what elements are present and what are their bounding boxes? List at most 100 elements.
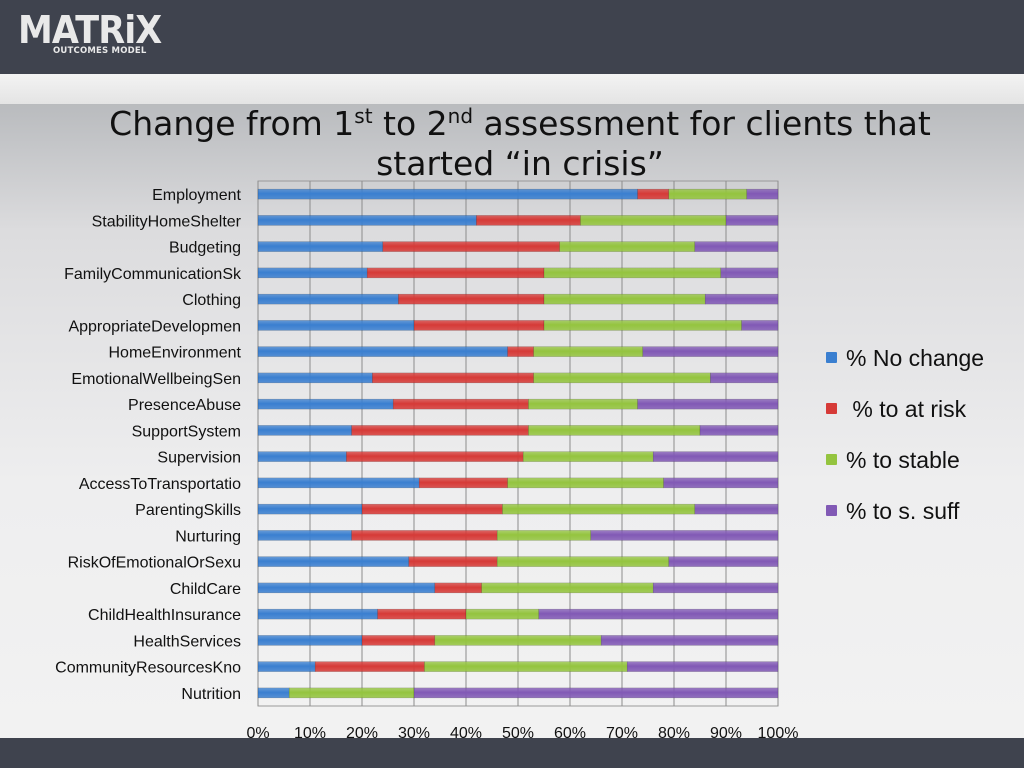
legend-swatch xyxy=(826,403,837,414)
category-label: Budgeting xyxy=(169,240,241,257)
bar-segment xyxy=(382,241,560,252)
category-label: StabilityHomeShelter xyxy=(92,213,242,230)
bar-segment xyxy=(257,582,436,594)
x-tick-label: 0% xyxy=(246,725,269,742)
bar-segment xyxy=(507,346,534,357)
bar-segment xyxy=(424,661,628,672)
slide-title: Change from 1st to 2nd assessment for cl… xyxy=(60,104,980,184)
title-superscript: nd xyxy=(447,104,474,128)
x-tick-label: 100% xyxy=(758,725,799,742)
title-part: assessment for clients that started “in … xyxy=(376,104,931,183)
legend-swatch xyxy=(826,454,837,465)
title-part: to 2 xyxy=(372,104,448,143)
bar-segment xyxy=(372,372,534,384)
bar-segment xyxy=(257,503,363,515)
category-label: PresenceAbuse xyxy=(128,397,241,414)
bar-segment xyxy=(704,293,779,305)
category-label: Supervision xyxy=(157,450,241,467)
bar-segment xyxy=(465,608,540,620)
bar-segment xyxy=(434,582,482,594)
bar-segment xyxy=(642,346,779,357)
bar-segment xyxy=(351,530,498,541)
bar-segment xyxy=(543,293,706,305)
x-tick-label: 10% xyxy=(294,725,326,742)
bar-segment xyxy=(398,293,545,305)
bar-segment xyxy=(351,425,529,436)
x-tick-label: 70% xyxy=(606,725,638,742)
bar-segment xyxy=(257,241,384,252)
x-tick-label: 80% xyxy=(658,725,690,742)
bar-segment xyxy=(392,398,529,410)
bar-segment xyxy=(559,241,696,252)
bar-segment xyxy=(533,372,711,384)
bar-segment xyxy=(257,320,415,331)
legend-swatch xyxy=(826,352,837,363)
bar-segment xyxy=(481,582,654,594)
bar-segment xyxy=(528,425,701,436)
bar-segment xyxy=(637,188,670,200)
bar-segment xyxy=(257,188,638,200)
bar-segment xyxy=(580,215,727,226)
bar-segment xyxy=(257,530,352,541)
x-tick-label: 90% xyxy=(710,725,742,742)
bar-segment xyxy=(257,451,347,462)
legend-swatch xyxy=(826,505,837,516)
bar-segment xyxy=(652,451,779,462)
bar-segment xyxy=(652,582,779,594)
bar-segment xyxy=(626,661,779,672)
slide-background xyxy=(0,104,1024,738)
bar-segment xyxy=(496,530,592,541)
bar-segment xyxy=(694,503,779,515)
bar-segment xyxy=(361,503,503,515)
bar-segment xyxy=(528,398,638,410)
bar-segment xyxy=(496,556,670,567)
bar-segment xyxy=(257,293,399,305)
bar-segment xyxy=(663,477,779,489)
legend-label: % to s. suff xyxy=(846,498,960,524)
bar-segment xyxy=(257,661,316,672)
category-label: Employment xyxy=(152,187,241,204)
bar-segment xyxy=(257,477,420,489)
matrix-logo: MATRiX xyxy=(18,8,162,52)
bar-segment xyxy=(725,215,779,226)
category-label: FamilyCommunicationSk xyxy=(64,266,242,283)
bar-segment xyxy=(746,188,779,200)
bar-segment xyxy=(366,267,545,279)
bar-segment xyxy=(257,608,378,620)
category-label: Clothing xyxy=(182,292,241,309)
bar-segment xyxy=(418,477,508,489)
bar-segment xyxy=(257,346,508,357)
bar-segment xyxy=(314,661,425,672)
bar-segment xyxy=(533,346,644,357)
bar-segment xyxy=(741,320,779,331)
category-label: AppropriateDevelopmen xyxy=(68,318,241,335)
bar-segment xyxy=(720,267,779,279)
category-label: Nutrition xyxy=(181,686,241,703)
bar-segment xyxy=(476,215,581,226)
x-tick-label: 50% xyxy=(502,725,534,742)
bar-segment xyxy=(668,188,748,200)
title-superscript: st xyxy=(354,104,373,128)
bar-segment xyxy=(361,635,436,646)
category-label: AccessToTransportatio xyxy=(79,476,241,493)
category-label: HomeEnvironment xyxy=(109,345,242,362)
bar-segment xyxy=(413,687,779,699)
bar-segment xyxy=(377,608,467,620)
bar-segment xyxy=(543,320,742,331)
bar-segment xyxy=(413,320,545,331)
bar-segment xyxy=(694,241,779,252)
footer-bar xyxy=(0,738,1024,768)
bar-segment xyxy=(257,635,363,646)
x-tick-label: 40% xyxy=(450,725,482,742)
x-tick-label: 20% xyxy=(346,725,378,742)
x-tick-label: 30% xyxy=(398,725,430,742)
title-part: Change from 1 xyxy=(109,104,355,143)
bar-segment xyxy=(637,398,779,410)
bar-segment xyxy=(257,372,373,384)
bar-segment xyxy=(668,556,779,567)
bar-segment xyxy=(257,215,477,226)
category-label: CommunityResourcesKno xyxy=(55,660,241,677)
bar-segment xyxy=(257,425,352,436)
bar-segment xyxy=(710,372,779,384)
